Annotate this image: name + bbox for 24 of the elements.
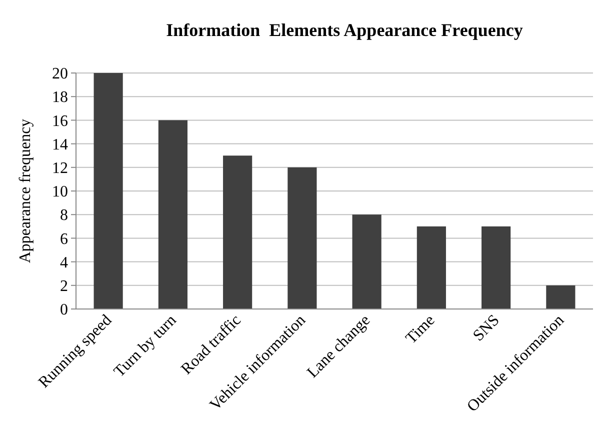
y-tick-label: 20 <box>52 66 68 83</box>
x-tick-label: SNS <box>470 312 503 345</box>
y-tick-label: 8 <box>60 207 68 224</box>
bar <box>94 73 123 309</box>
y-tick-label: 16 <box>52 112 68 130</box>
chart-title: Information Elements Appearance Frequency <box>166 20 523 40</box>
y-axis-title: Appearance frequency <box>17 118 34 264</box>
y-tick-label: 4 <box>60 254 68 272</box>
bar <box>352 214 382 309</box>
y-tick-label: 18 <box>52 89 68 106</box>
x-tick-label: Turn by turn <box>110 312 180 381</box>
bar <box>482 226 511 309</box>
y-tick-label: 6 <box>60 230 68 248</box>
y-tick-label: 2 <box>60 278 68 295</box>
y-tick-label: 0 <box>60 302 68 319</box>
bar <box>158 120 188 309</box>
bar <box>288 167 317 309</box>
y-tick-label: 10 <box>52 184 68 201</box>
bar <box>223 156 252 309</box>
bar <box>546 285 576 309</box>
x-tick-label: Time <box>402 312 438 348</box>
y-tick-label: 12 <box>52 160 68 177</box>
y-tick-label: 14 <box>52 136 68 154</box>
bar <box>416 226 446 309</box>
